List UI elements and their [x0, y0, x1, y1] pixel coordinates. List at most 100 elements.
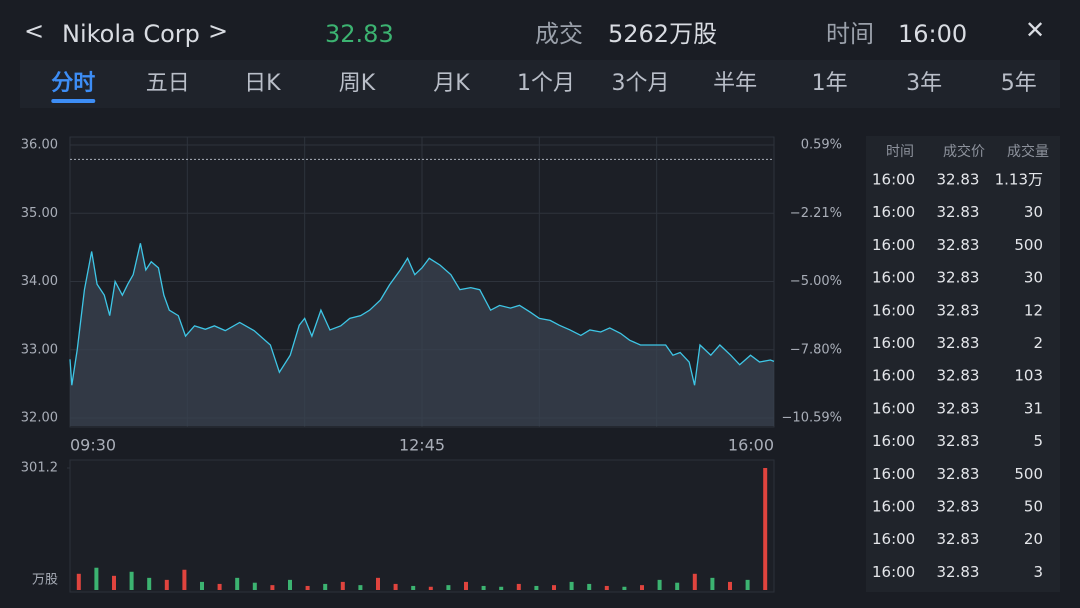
- volume-bar: [604, 585, 609, 590]
- trade-cell: 32.83: [937, 563, 980, 581]
- volume-bar: [446, 585, 451, 590]
- tab[interactable]: 1个月: [517, 71, 575, 96]
- column-header: 成交量: [1007, 143, 1049, 160]
- back-button[interactable]: <: [24, 17, 44, 45]
- close-button[interactable]: ✕: [1025, 16, 1045, 44]
- volume-bar: [376, 577, 380, 590]
- trade-cell: 30: [1024, 203, 1043, 221]
- tab[interactable]: 月K: [433, 71, 470, 96]
- volume-bar: [270, 585, 275, 590]
- trade-cell: 2: [1033, 334, 1043, 352]
- trade-cell: 32.83: [937, 367, 980, 385]
- trade-cell: 16:00: [872, 301, 915, 319]
- volume-bar: [464, 581, 468, 590]
- trade-cell: 32.83: [937, 269, 980, 287]
- y-tick-label: 35.00: [21, 206, 58, 221]
- last-price: 32.83: [325, 20, 394, 48]
- volume-bar: [305, 585, 310, 590]
- price-line: [69, 243, 775, 386]
- trade-cell: 32.83: [937, 203, 980, 221]
- trade-cell: 32.83: [937, 334, 980, 352]
- tab[interactable]: 3个月: [612, 71, 670, 96]
- tab[interactable]: 1年: [812, 71, 848, 96]
- volume-bar: [763, 468, 768, 590]
- x-tick-label: 16:00: [728, 436, 774, 455]
- volume-bar: [164, 579, 169, 590]
- volume-bar: [587, 583, 592, 590]
- trade-cell: 16:00: [872, 236, 915, 254]
- plot-frame: [69, 459, 775, 593]
- trade-cell: 16:00: [872, 465, 915, 483]
- trade-cell: 32.83: [937, 530, 980, 548]
- trade-cell: 31: [1024, 399, 1043, 417]
- trade-panel: [866, 136, 1060, 592]
- trade-cell: 16:00: [872, 498, 915, 516]
- next-button[interactable]: >: [208, 17, 228, 45]
- volume-bar: [569, 581, 574, 590]
- tab[interactable]: 日K: [244, 71, 281, 96]
- tab[interactable]: 3年: [906, 71, 942, 96]
- trade-cell: 500: [1014, 465, 1043, 483]
- tab[interactable]: 分时: [51, 71, 95, 96]
- y-tick-label: 32.00: [21, 411, 58, 426]
- trade-cell: 32.83: [937, 498, 980, 516]
- trade-cell: 16:00: [872, 269, 915, 287]
- trade-cell: 50: [1024, 498, 1043, 516]
- volume-bar: [288, 579, 292, 590]
- trade-cell: 16:00: [872, 367, 915, 385]
- trade-cell: 32.83: [937, 301, 980, 319]
- volume-bar: [147, 577, 152, 590]
- x-tick-label: 09:30: [70, 436, 116, 455]
- volume-bar: [657, 579, 662, 590]
- tab-underline: [51, 99, 96, 103]
- column-header: 时间: [886, 144, 914, 160]
- volume-bar: [200, 581, 204, 590]
- trade-cell: 500: [1014, 236, 1043, 254]
- trade-cell: 16:00: [872, 203, 915, 221]
- volume-bar: [728, 581, 732, 590]
- trade-cell: 5: [1033, 432, 1043, 450]
- price-area: [70, 243, 774, 426]
- tab-bar: [20, 60, 1060, 108]
- trade-cell: 32.83: [937, 465, 980, 483]
- volume-bar: [411, 585, 416, 590]
- trade-cell: 20: [1024, 530, 1043, 548]
- volume-bar: [252, 582, 257, 590]
- trade-cell: 32.83: [937, 432, 980, 450]
- volume-bar: [217, 583, 222, 590]
- trade-cell: 16:00: [872, 399, 915, 417]
- volume-bar: [428, 586, 433, 590]
- time: 16:00: [898, 20, 967, 48]
- trade-cell: 32.83: [937, 171, 980, 189]
- volume-bar: [516, 583, 521, 590]
- volume-bar: [340, 581, 345, 590]
- unit-label: 万股: [32, 573, 58, 588]
- volume-bar: [393, 583, 398, 590]
- volume-bar: [358, 585, 363, 590]
- volume-bar: [745, 579, 750, 590]
- volume-bar: [94, 567, 99, 590]
- trade-cell: 16:00: [872, 334, 915, 352]
- volume-bar: [640, 585, 644, 590]
- y2-tick-label: 0.59%: [801, 138, 842, 153]
- column-header: 成交价: [943, 143, 985, 160]
- y-tick-label: 33.00: [21, 342, 58, 357]
- volume-bar: [710, 577, 715, 590]
- trade-cell: 16:00: [872, 530, 915, 548]
- tab[interactable]: 半年: [713, 71, 757, 96]
- y-tick-label: 34.00: [21, 274, 58, 289]
- volume-bar: [182, 569, 187, 590]
- volume-bar: [675, 582, 680, 590]
- tab[interactable]: 5年: [1001, 71, 1037, 96]
- trade-cell: 32.83: [937, 399, 980, 417]
- volume: 5262万股: [608, 20, 717, 48]
- trade-cell: 16:00: [872, 563, 915, 581]
- trade-cell: 1.13万: [995, 171, 1043, 189]
- tab[interactable]: 周K: [339, 71, 376, 96]
- time-label: 时间: [826, 20, 874, 48]
- tab[interactable]: 五日: [146, 71, 190, 96]
- volume-label: 成交: [535, 20, 583, 48]
- y-tick-label: 301.2: [21, 461, 58, 476]
